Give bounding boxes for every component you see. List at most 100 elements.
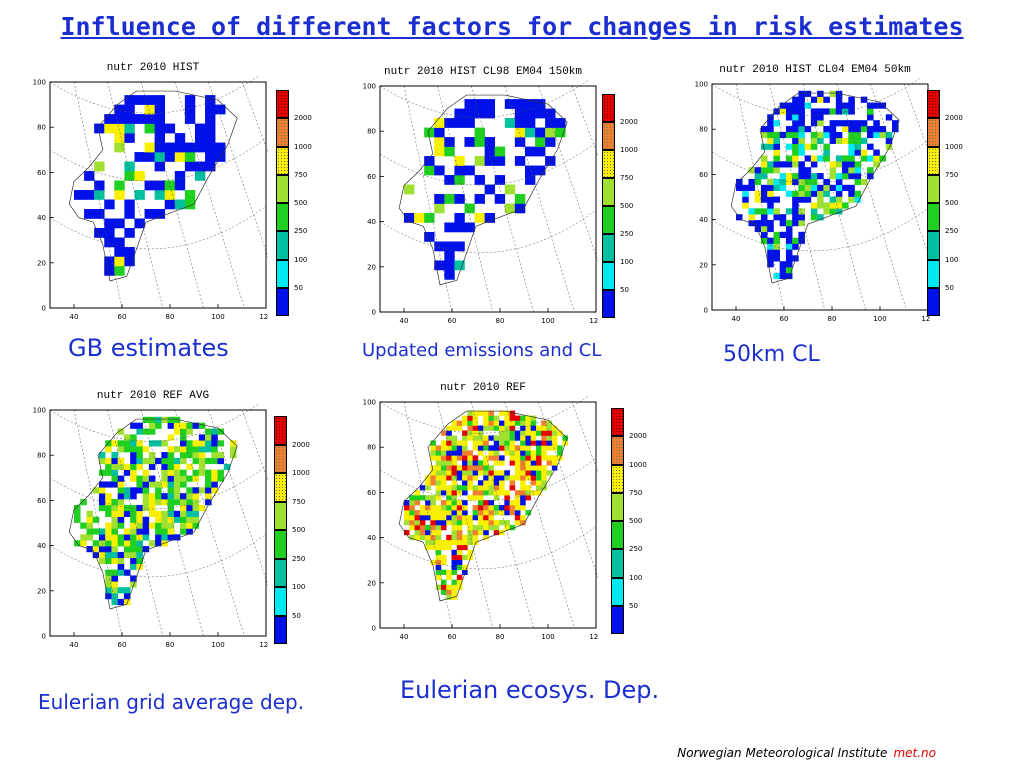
grid-cell — [117, 551, 125, 559]
grid-cell — [520, 450, 526, 456]
grid-cell — [509, 500, 516, 506]
grid-cell — [835, 184, 843, 191]
grid-cell — [92, 546, 100, 553]
grid-cell — [779, 131, 787, 139]
grid-cell — [785, 225, 793, 233]
footer-brand: met.no — [893, 746, 936, 760]
colorbar-segment — [611, 549, 624, 578]
grid-cell — [446, 455, 452, 461]
grid-cell — [451, 584, 458, 590]
grid-cell — [435, 539, 442, 546]
grid-cell — [451, 500, 458, 506]
grid-cell — [484, 99, 496, 109]
grid-cell — [105, 540, 112, 547]
grid-cell — [493, 445, 500, 451]
grid-cell — [451, 505, 458, 511]
grid-cell — [483, 490, 489, 496]
grid-cell — [440, 544, 447, 551]
grid-cell — [440, 584, 447, 590]
colorbar-segment — [276, 203, 289, 232]
grid-cell — [105, 481, 112, 488]
colorbar-label: 250 — [945, 227, 959, 236]
grid-cell — [488, 475, 495, 481]
grid-cell — [114, 190, 125, 200]
grid-cell — [792, 114, 799, 121]
grid-cell — [424, 213, 435, 223]
grid-cell — [488, 480, 495, 486]
grid-cell — [136, 475, 143, 482]
grid-cell — [817, 196, 824, 203]
grid-cell — [520, 440, 526, 446]
grid-cell — [848, 96, 855, 103]
colorbar-segment — [602, 178, 615, 206]
grid-cell — [504, 505, 510, 511]
colorbar-segment — [276, 118, 289, 147]
grid-cell — [767, 184, 774, 191]
grid-cell — [86, 528, 94, 535]
grid-cell — [180, 440, 187, 447]
map-panel-3: nutr 2010 HIST CL04 EM04 50km 0 20 40 60 80 1… — [680, 64, 950, 328]
grid-cell — [477, 480, 484, 486]
grid-cell — [810, 184, 818, 191]
grid-cell — [477, 519, 484, 526]
grid-cell — [136, 457, 143, 465]
grid-cell — [835, 137, 843, 144]
grid-cell — [798, 173, 805, 180]
grid-cell — [748, 208, 756, 215]
grid-cell — [477, 490, 484, 496]
grid-cell — [114, 256, 125, 267]
grid-cell — [842, 120, 849, 127]
grid-cell — [440, 470, 447, 476]
grid-cell — [835, 131, 843, 139]
grid-cell — [114, 180, 125, 191]
grid-cell — [419, 519, 426, 526]
grid-cell — [742, 184, 749, 191]
grid-cell — [530, 465, 537, 471]
grid-cell — [184, 104, 196, 115]
grid-cell — [440, 465, 447, 471]
grid-cell — [462, 420, 468, 426]
grid-cell — [440, 460, 447, 466]
grid-cell — [186, 440, 193, 447]
grid-cell — [456, 549, 463, 556]
grid-cell — [536, 485, 542, 491]
grid-cell — [124, 133, 135, 143]
grid-cell — [829, 90, 837, 97]
grid-cell — [414, 490, 421, 496]
grid-cell — [767, 190, 774, 197]
grid-cell — [404, 184, 415, 195]
grid-cell — [430, 524, 436, 531]
grid-cell — [105, 534, 112, 541]
grid-cell — [123, 569, 131, 576]
grid-cell — [144, 152, 155, 162]
grid-cell — [499, 420, 505, 426]
grid-cell — [792, 161, 799, 168]
colorbar-segment — [611, 464, 624, 493]
meridian-line — [836, 83, 907, 311]
grid-cell — [798, 143, 805, 150]
grid-cell — [148, 475, 156, 482]
grid-cell — [525, 415, 532, 421]
grid-cell — [451, 475, 458, 481]
grid-cell — [94, 161, 105, 172]
grid-cell — [414, 500, 421, 506]
grid-cell — [773, 184, 780, 191]
grid-cell — [509, 425, 516, 431]
grid-cell — [446, 430, 452, 436]
grid-cell — [525, 455, 532, 461]
grid-cell — [842, 161, 849, 168]
grid-cell — [123, 434, 131, 441]
grid-cell — [105, 587, 112, 594]
grid-cell — [180, 469, 187, 476]
coastline — [398, 94, 568, 286]
grid-cell — [134, 171, 145, 181]
grid-cell — [211, 440, 218, 447]
grid-cell — [111, 551, 118, 559]
grid-cell — [792, 208, 799, 215]
grid-cell — [499, 510, 505, 516]
grid-cell — [472, 485, 479, 491]
grid-cell — [488, 505, 495, 511]
colorbar-segment — [602, 122, 615, 150]
grid-cell — [493, 485, 500, 491]
grid-cell — [124, 171, 135, 181]
